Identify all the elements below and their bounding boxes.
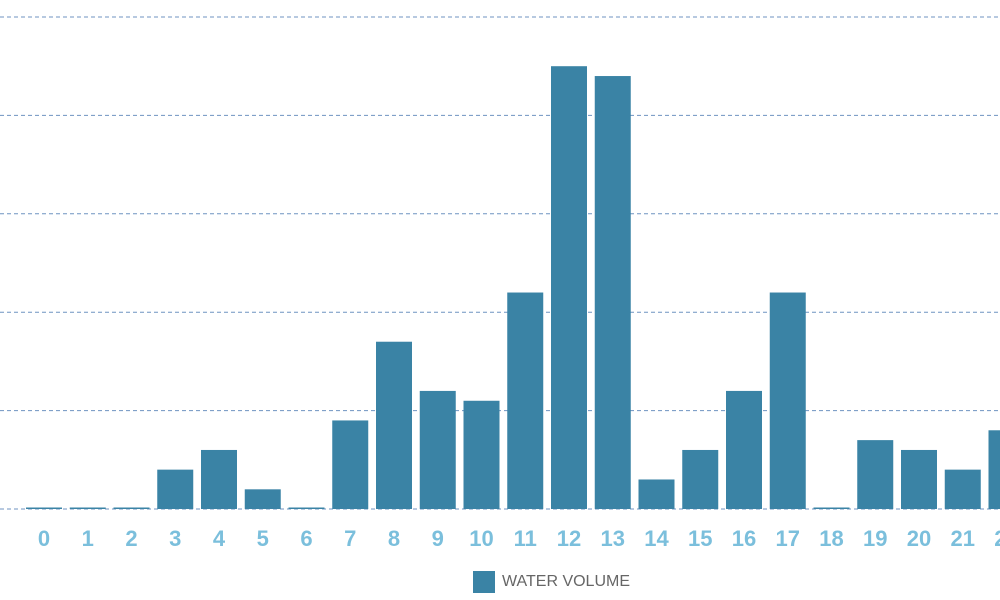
- bar-12: [551, 66, 587, 509]
- x-tick-label: 6: [300, 526, 312, 551]
- x-tick-label: 7: [344, 526, 356, 551]
- x-tick-label: 1: [82, 526, 94, 551]
- bar-chart: 012345678910111213141516171819202122: [0, 16, 1000, 551]
- bar-5: [244, 489, 281, 509]
- bar-9: [419, 390, 456, 509]
- bar-11: [507, 292, 544, 509]
- x-tick-label: 0: [38, 526, 50, 551]
- legend-label: WATER VOLUME: [502, 573, 631, 590]
- bar-15: [682, 449, 719, 509]
- bar-13: [594, 76, 631, 509]
- x-tick-label: 12: [557, 526, 581, 551]
- bar-0: [26, 507, 62, 509]
- x-tick-label: 4: [213, 526, 226, 551]
- x-axis-tick-labels: 012345678910111213141516171819202122: [38, 526, 1000, 551]
- bar-3: [157, 469, 194, 509]
- bar-19: [857, 440, 894, 509]
- x-tick-label: 14: [644, 526, 669, 551]
- x-tick-label: 20: [907, 526, 931, 551]
- x-tick-label: 2: [125, 526, 137, 551]
- bar-2: [113, 507, 150, 509]
- x-tick-label: 15: [688, 526, 712, 551]
- bars: [26, 66, 1000, 509]
- x-tick-label: 5: [257, 526, 269, 551]
- x-tick-label: 21: [951, 526, 975, 551]
- x-tick-label: 10: [469, 526, 493, 551]
- x-tick-label: 22: [994, 526, 1000, 551]
- x-tick-label: 3: [169, 526, 181, 551]
- bar-8: [376, 341, 412, 509]
- bar-18: [813, 507, 850, 509]
- bar-4: [201, 449, 237, 509]
- legend-swatch: [473, 571, 495, 593]
- x-tick-label: 13: [601, 526, 625, 551]
- x-tick-label: 18: [819, 526, 843, 551]
- x-tick-label: 8: [388, 526, 400, 551]
- bar-17: [769, 292, 806, 509]
- grid-lines: [0, 16, 1000, 510]
- legend: WATER VOLUME: [473, 571, 630, 593]
- bar-10: [463, 400, 500, 509]
- bar-6: [288, 507, 325, 509]
- x-tick-label: 9: [432, 526, 444, 551]
- x-tick-label: 17: [776, 526, 800, 551]
- x-tick-label: 19: [863, 526, 887, 551]
- x-tick-label: 16: [732, 526, 756, 551]
- bar-1: [69, 507, 106, 509]
- bar-22: [988, 430, 1000, 509]
- bar-20: [901, 449, 937, 509]
- bar-14: [638, 479, 675, 509]
- x-tick-label: 11: [514, 526, 537, 551]
- bar-21: [944, 469, 981, 509]
- bar-16: [726, 390, 762, 509]
- bar-7: [332, 420, 369, 509]
